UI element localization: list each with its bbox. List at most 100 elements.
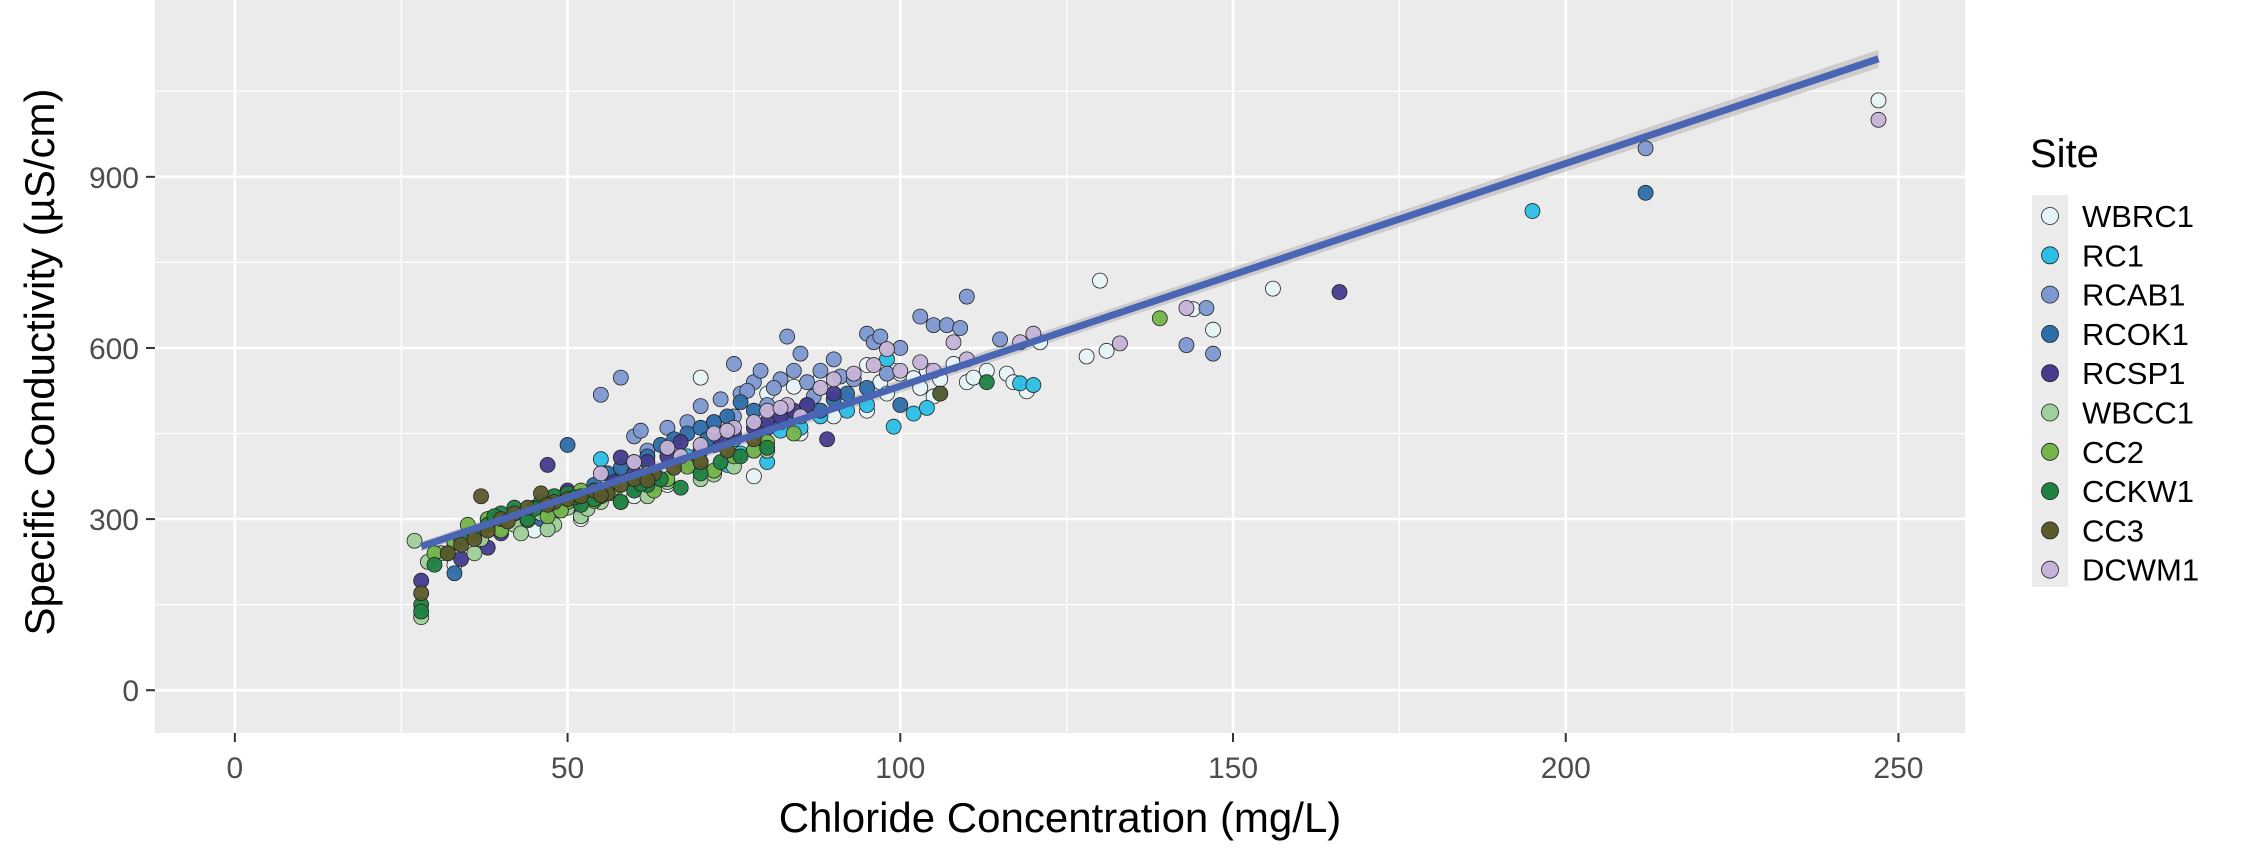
legend-title: Site	[2030, 132, 2099, 176]
legend-items: WBRC1 RC1 RCAB1 RCOK1 RCSP1 WBCC1 CC2 CCKW1 CC3 D…	[2041, 199, 2199, 588]
legend-key-cckw1	[2041, 482, 2059, 501]
point-wbrc1	[1870, 92, 1887, 109]
trendline	[420, 55, 1880, 550]
point-dcwm1	[772, 399, 789, 416]
point-cckw1	[759, 439, 776, 456]
point-rcab1	[938, 317, 955, 334]
point-rcsp1	[539, 456, 556, 473]
y-tick-label: 600	[89, 333, 139, 366]
point-rcab1	[592, 386, 609, 403]
point-dcwm1	[845, 365, 862, 382]
point-wbcc1	[406, 532, 423, 549]
point-rc1	[1025, 377, 1042, 393]
point-wbrc1	[785, 378, 802, 395]
point-wbrc1	[692, 369, 709, 386]
point-rcab1	[785, 362, 802, 379]
point-dcwm1	[892, 362, 909, 379]
point-rcab1	[1178, 337, 1195, 354]
point-dcwm1	[1870, 111, 1887, 128]
point-rcab1	[892, 340, 909, 356]
point-wbrc1	[1092, 272, 1108, 289]
point-cc3	[473, 488, 489, 505]
point-rcab1	[612, 369, 629, 386]
x-axis-title: Chloride Concentration (mg/L)	[779, 794, 1342, 841]
point-rcok1	[446, 565, 463, 582]
legend-key-wbcc1	[2041, 403, 2059, 422]
legend-key-rc1	[2041, 246, 2059, 265]
point-rcab1	[925, 317, 942, 334]
x-tick-label: 250	[1873, 752, 1923, 785]
point-rcok1	[732, 394, 749, 411]
point-rcab1	[872, 328, 889, 345]
point-dcwm1	[945, 334, 962, 351]
y-tick-label: 300	[89, 504, 139, 537]
point-rcab1	[992, 331, 1009, 348]
point-rc1	[905, 405, 922, 422]
legend-label-rcok1: RCOK1	[2082, 317, 2189, 352]
legend-key-cc2	[2041, 442, 2059, 461]
legend-label-wbrc1: WBRC1	[2082, 199, 2194, 234]
point-dcwm1	[1111, 335, 1128, 352]
point-dcwm1	[759, 402, 776, 419]
point-dcwm1	[719, 422, 736, 439]
point-dcwm1	[825, 371, 842, 388]
plot-panel	[155, 0, 1965, 733]
y-axis-ticks: 0 300 600 900	[89, 162, 155, 708]
point-rcab1	[912, 308, 929, 325]
point-rcab1	[825, 351, 842, 368]
legend-key-rcab1	[2041, 285, 2059, 304]
point-cc3	[932, 385, 949, 402]
point-rc1	[885, 418, 902, 435]
x-tick-label: 0	[227, 752, 244, 785]
legend-label-cc2: CC2	[2082, 435, 2144, 470]
point-rcab1	[1198, 300, 1215, 316]
point-dcwm1	[879, 341, 895, 358]
legend-key-dcwm1	[2041, 560, 2059, 579]
point-rcab1	[812, 362, 829, 379]
point-cc2	[1151, 310, 1168, 327]
point-rc1	[1012, 375, 1028, 392]
point-cc3	[413, 585, 430, 602]
legend: Site WBRC1 RC1 RCAB1 RCOK1 RCSP1 WBCC1 CC2 CCKW…	[2030, 132, 2199, 588]
legend-key-rcsp1	[2041, 364, 2059, 383]
legend-label-rc1: RC1	[2082, 238, 2144, 273]
point-rcsp1	[672, 434, 689, 450]
point-wbrc1	[965, 369, 982, 386]
legend-label-cckw1: CCKW1	[2082, 474, 2194, 509]
point-dcwm1	[812, 379, 829, 396]
point-dcwm1	[745, 414, 762, 431]
x-tick-label: 150	[1208, 752, 1258, 785]
y-axis-title: Specific Conductivity (µS/cm)	[16, 88, 63, 635]
x-tick-label: 50	[551, 752, 584, 785]
point-rcab1	[879, 365, 895, 382]
point-rcab1	[779, 328, 796, 345]
point-rcab1	[1637, 140, 1654, 157]
point-rcab1	[799, 374, 816, 391]
x-axis-ticks: 0 50 100 150 200 250	[227, 733, 1923, 785]
legend-key-rcok1	[2041, 324, 2059, 343]
point-cckw1	[732, 448, 749, 465]
point-dcwm1	[706, 425, 722, 442]
legend-label-rcab1: RCAB1	[2082, 278, 2185, 313]
legend-label-cc3: CC3	[2082, 513, 2144, 548]
point-wbrc1	[745, 468, 762, 485]
x-tick-label: 200	[1541, 752, 1591, 785]
y-tick-label: 0	[122, 675, 139, 708]
point-cckw1	[426, 556, 443, 573]
point-rcsp1	[825, 385, 842, 402]
legend-label-rcsp1: RCSP1	[2082, 356, 2185, 391]
point-rcab1	[792, 345, 809, 362]
legend-label-wbcc1: WBCC1	[2082, 396, 2194, 431]
point-rcok1	[559, 437, 576, 453]
point-wbcc1	[466, 545, 483, 562]
point-wbrc1	[1205, 321, 1221, 338]
major-gridlines	[155, 0, 1965, 733]
legend-key-wbrc1	[2041, 207, 2059, 225]
point-rcab1	[712, 391, 729, 408]
point-rc1	[1524, 203, 1541, 219]
point-dcwm1	[659, 439, 676, 456]
point-wbrc1	[1098, 342, 1115, 359]
legend-key-cc3	[2041, 521, 2059, 540]
point-rcok1	[1637, 184, 1654, 201]
